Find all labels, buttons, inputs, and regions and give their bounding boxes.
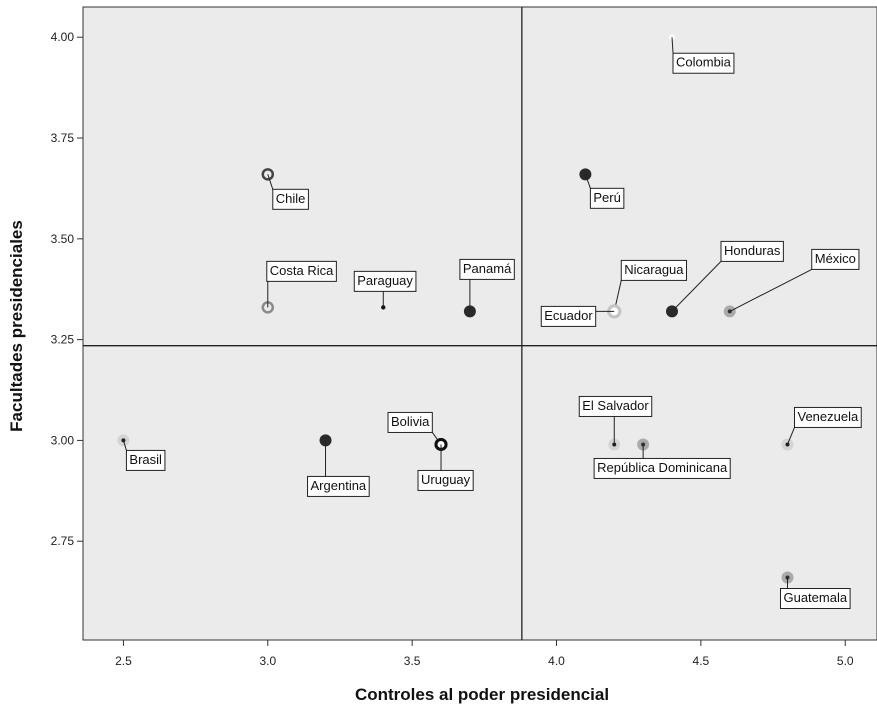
point-label: Bolivia (391, 414, 430, 429)
point-label: Honduras (724, 243, 781, 258)
label-box (672, 52, 735, 74)
label-box (272, 188, 309, 210)
label-box (417, 469, 474, 491)
point-label: Paraguay (357, 273, 413, 288)
x-tick-label: 5.0 (837, 654, 854, 668)
label-box (589, 187, 625, 209)
point-label: Venezuela (797, 409, 858, 424)
label-box (540, 305, 597, 327)
point-label: Panamá (463, 261, 512, 276)
plot-area (82, 6, 877, 641)
label-box (779, 588, 851, 610)
x-tick-label: 3.0 (259, 654, 276, 668)
label-box (811, 248, 860, 270)
point-label: Nicaragua (624, 262, 684, 277)
label-leader-line (729, 268, 812, 312)
y-tick-label: 4.00 (51, 30, 75, 44)
point-label: Uruguay (421, 472, 471, 487)
y-tick-label: 3.75 (51, 131, 75, 145)
label-box (125, 449, 166, 471)
x-tick-label: 4.5 (693, 654, 710, 668)
label-leader-line (671, 37, 674, 54)
label-leader-line (122, 440, 127, 451)
x-axis-title: Controles al poder presidencial (355, 685, 609, 704)
label-box (266, 260, 337, 282)
point-label: República Dominicana (597, 460, 728, 475)
point-label: Ecuador (544, 308, 593, 323)
label-box (578, 395, 653, 417)
point-label: Costa Rica (270, 263, 334, 278)
y-tick-label: 2.75 (51, 534, 75, 548)
label-box (593, 457, 731, 479)
y-tick-label: 3.25 (51, 333, 75, 347)
label-leader-line (787, 427, 795, 445)
label-box (307, 475, 370, 497)
point-label: Brasil (129, 452, 162, 467)
x-tick-label: 2.5 (115, 654, 132, 668)
label-box (620, 259, 688, 281)
y-axis-title: Facultades presidenciales (7, 220, 26, 432)
label-box (353, 270, 417, 292)
point-label: Perú (593, 190, 620, 205)
point-label: El Salvador (582, 398, 649, 413)
label-leader-line (671, 261, 722, 312)
point-label: Colombia (676, 55, 732, 70)
x-tick-label: 4.0 (548, 654, 565, 668)
y-tick-label: 3.00 (51, 433, 75, 447)
label-leader-line (584, 174, 591, 189)
label-box (387, 411, 433, 433)
label-box (459, 258, 515, 280)
label-box (793, 406, 862, 428)
point-label: México (815, 251, 856, 266)
label-leader-line (267, 174, 274, 190)
x-tick-label: 3.5 (404, 654, 421, 668)
point-label: Chile (276, 191, 306, 206)
point-label: Argentina (311, 478, 367, 493)
point-label: Guatemala (783, 590, 847, 605)
data-point (261, 168, 275, 181)
y-tick-label: 3.50 (51, 232, 75, 246)
label-box (720, 240, 784, 262)
